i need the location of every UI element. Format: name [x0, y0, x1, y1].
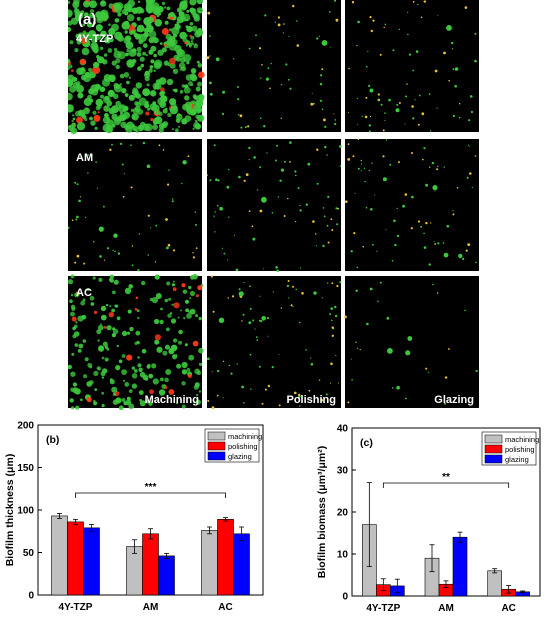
- column-label-machining: Machining: [145, 394, 199, 406]
- legend-swatch-glazing: [207, 451, 226, 461]
- bar-glazing-am: [158, 555, 175, 596]
- micrograph-tile-4y-tzp-machining: [68, 0, 205, 135]
- row-label-ac: AC: [76, 287, 92, 299]
- error-bar-polishing-ac: [223, 517, 228, 522]
- bar-polishing-am: [142, 533, 159, 596]
- bar-polishing-ac: [217, 519, 234, 596]
- significance-stars: **: [442, 472, 450, 483]
- y-tick-label: 100: [17, 506, 34, 517]
- error-bar-glazing-am: [457, 531, 463, 543]
- legend-label-machining: machining: [505, 435, 539, 444]
- micrograph-tile-am-glazing: [345, 138, 479, 271]
- legend-swatch-polishing: [207, 441, 226, 451]
- error-bar-glazing-ac: [239, 526, 244, 542]
- error-bar-glazing-am: [164, 552, 169, 559]
- y-tick-label: 50: [23, 548, 35, 559]
- bar-machining-4y-tzp: [51, 515, 68, 596]
- column-label-polishing: Polishing: [287, 394, 337, 406]
- y-tick-label: 0: [342, 592, 348, 603]
- error-bar-glazing-4y-tzp: [394, 578, 400, 594]
- y-tick-label: 30: [337, 466, 349, 477]
- x-tick-label: AC: [218, 602, 232, 613]
- error-bar-polishing-ac: [506, 585, 512, 594]
- bar-machining-am: [126, 546, 143, 596]
- error-bar-glazing-ac: [520, 590, 526, 594]
- row-label-4y-tzp: 4Y-TZP: [76, 33, 113, 45]
- x-tick-label: 4Y-TZP: [366, 603, 400, 614]
- error-bar-machining-4y-tzp: [57, 513, 62, 519]
- micrograph-tile-am-polishing: [206, 139, 342, 273]
- error-bar-polishing-4y-tzp: [380, 578, 386, 591]
- y-axis-label: Biofilm thickness (μm): [4, 454, 16, 567]
- legend-swatch-glazing: [484, 454, 503, 464]
- micrograph-tile-ac-machining: [68, 273, 204, 410]
- x-tick-label: 4Y-TZP: [59, 602, 93, 613]
- bar-polishing-4y-tzp: [67, 521, 84, 596]
- x-tick-label: AM: [143, 602, 159, 613]
- error-bar-polishing-4y-tzp: [73, 518, 78, 525]
- legend-swatch-polishing: [484, 444, 503, 454]
- legend-label-machining: machining: [228, 432, 262, 441]
- legend-label-polishing: polishing: [228, 442, 258, 451]
- bar-glazing-am: [452, 536, 468, 597]
- error-bar-polishing-am: [443, 580, 449, 589]
- x-tick-label: AM: [438, 603, 454, 614]
- microscopy-image-grid: (a) 4Y-TZP AM AC Machining Polishing Gla…: [68, 0, 482, 410]
- significance-bracket: [75, 492, 226, 498]
- biofilm-biomass-chart: 0 10 20 30 40 4Y-TZP AM AC ** (c) Biofilm biomass …: [316, 424, 541, 614]
- micrograph-tile-4y-tzp-polishing: [206, 0, 341, 132]
- error-bar-machining-ac: [492, 568, 498, 574]
- y-tick-label: 150: [17, 463, 34, 474]
- micrograph-tile-am-machining: [68, 139, 202, 272]
- micrograph-tile-4y-tzp-glazing: [345, 0, 479, 133]
- error-bar-machining-4y-tzp: [366, 482, 372, 568]
- panel-label: (c): [360, 437, 373, 449]
- x-tick-label: AC: [501, 603, 515, 614]
- bar-glazing-ac: [233, 533, 250, 596]
- bar-glazing-4y-tzp: [83, 527, 100, 596]
- legend-label-polishing: polishing: [505, 445, 535, 454]
- row-label-am: AM: [76, 152, 93, 164]
- panel-label: (b): [46, 434, 59, 446]
- legend-swatch-machining: [484, 434, 503, 444]
- micrograph-tile-ac-polishing: [207, 275, 342, 410]
- y-axis-label: Biofilm biomass (μm³/μm²): [316, 446, 328, 578]
- y-tick-label: 0: [28, 591, 34, 602]
- error-bar-machining-am: [429, 544, 435, 573]
- panel-a-label: (a): [78, 11, 96, 28]
- column-label-glazing: Glazing: [434, 394, 474, 406]
- error-bar-machining-ac: [207, 526, 212, 535]
- y-tick-label: 40: [337, 424, 349, 435]
- y-tick-label: 10: [337, 550, 349, 561]
- y-tick-label: 200: [17, 421, 34, 432]
- bar-machining-ac: [201, 530, 218, 596]
- error-bar-glazing-4y-tzp: [89, 524, 94, 532]
- micrograph-tile-ac-glazing: [344, 276, 479, 408]
- legend-label-glazing: glazing: [228, 452, 252, 461]
- biofilm-thickness-chart: 0 50 100 150 200 4Y-TZP AM AC *** (b) Biofilm thic…: [4, 421, 264, 613]
- bar-machining-ac: [487, 570, 502, 597]
- legend-swatch-machining: [207, 431, 226, 441]
- significance-bracket: [382, 482, 510, 488]
- legend-label-glazing: glazing: [505, 455, 529, 464]
- y-tick-label: 20: [337, 508, 349, 519]
- error-bar-polishing-am: [148, 528, 153, 540]
- error-bar-machining-am: [132, 539, 137, 554]
- significance-stars: ***: [145, 482, 157, 493]
